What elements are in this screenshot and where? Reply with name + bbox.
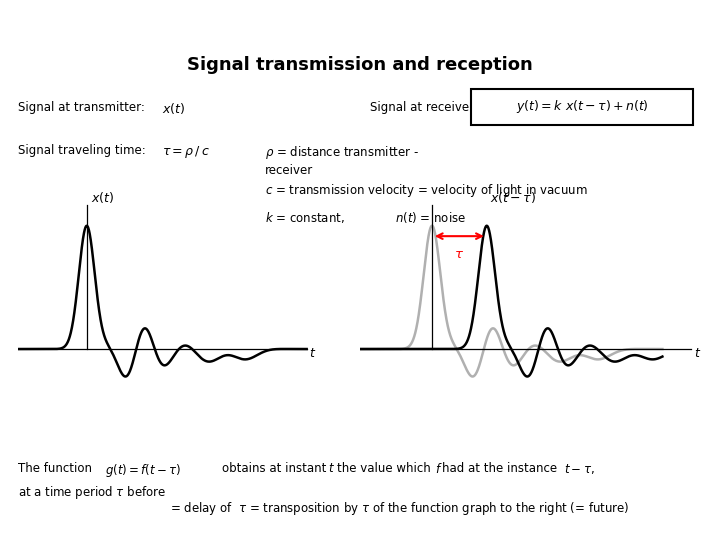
Text: at a time period $\tau$ before: at a time period $\tau$ before xyxy=(18,484,166,501)
Text: $t$: $t$ xyxy=(310,347,317,360)
Text: $x(t)$: $x(t)$ xyxy=(162,100,185,116)
Text: The function: The function xyxy=(18,462,92,475)
Text: Signal at receiver:: Signal at receiver: xyxy=(370,100,478,113)
Text: $\rho$ = distance transmitter -: $\rho$ = distance transmitter - xyxy=(265,144,419,161)
Text: the value which: the value which xyxy=(337,462,431,475)
Text: Signals and Spectral Methods in Geoinformatics: Signals and Spectral Methods in Geoinfor… xyxy=(477,521,711,531)
Text: $x(t)$: $x(t)$ xyxy=(91,190,114,205)
Text: A. Dermanis: A. Dermanis xyxy=(9,521,68,531)
Text: Signal at transmitter:: Signal at transmitter: xyxy=(18,100,145,113)
Text: $t - \tau,$: $t - \tau,$ xyxy=(564,462,595,476)
Text: $k$ = constant,: $k$ = constant, xyxy=(265,210,345,225)
Text: $\tau = \rho\,/\,c$: $\tau = \rho\,/\,c$ xyxy=(162,144,210,160)
Text: $t$: $t$ xyxy=(694,347,701,360)
Text: $f$: $f$ xyxy=(435,462,443,476)
Text: $c$ = transmission velocity = velocity of light in vacuum: $c$ = transmission velocity = velocity o… xyxy=(265,183,588,199)
Text: $t$: $t$ xyxy=(328,462,335,475)
Text: $g(t) = f(t - \tau)$: $g(t) = f(t - \tau)$ xyxy=(105,462,181,478)
Text: receiver: receiver xyxy=(265,164,313,177)
Text: $y(t) = k\ x(t - \tau) + n(t)$: $y(t) = k\ x(t - \tau) + n(t)$ xyxy=(516,98,649,115)
Bar xyxy=(471,89,693,125)
Text: Aristotle University of Thessaloniki – Department of Geodesy and Surveying: Aristotle University of Thessaloniki – D… xyxy=(9,9,380,19)
Text: had at the instance: had at the instance xyxy=(442,462,557,475)
Text: Signal transmission and reception: Signal transmission and reception xyxy=(187,56,533,75)
Text: obtains at instant: obtains at instant xyxy=(222,462,326,475)
Text: $\tau$: $\tau$ xyxy=(454,248,464,261)
Text: Signal traveling time:: Signal traveling time: xyxy=(18,144,145,157)
Text: = delay of  $\tau$ = transposition by $\tau$ of the function graph to the right : = delay of $\tau$ = transposition by $\t… xyxy=(170,500,629,517)
Text: $n(t)$ = noise: $n(t)$ = noise xyxy=(395,210,466,225)
Text: $x(t - \tau)$: $x(t - \tau)$ xyxy=(490,190,536,205)
